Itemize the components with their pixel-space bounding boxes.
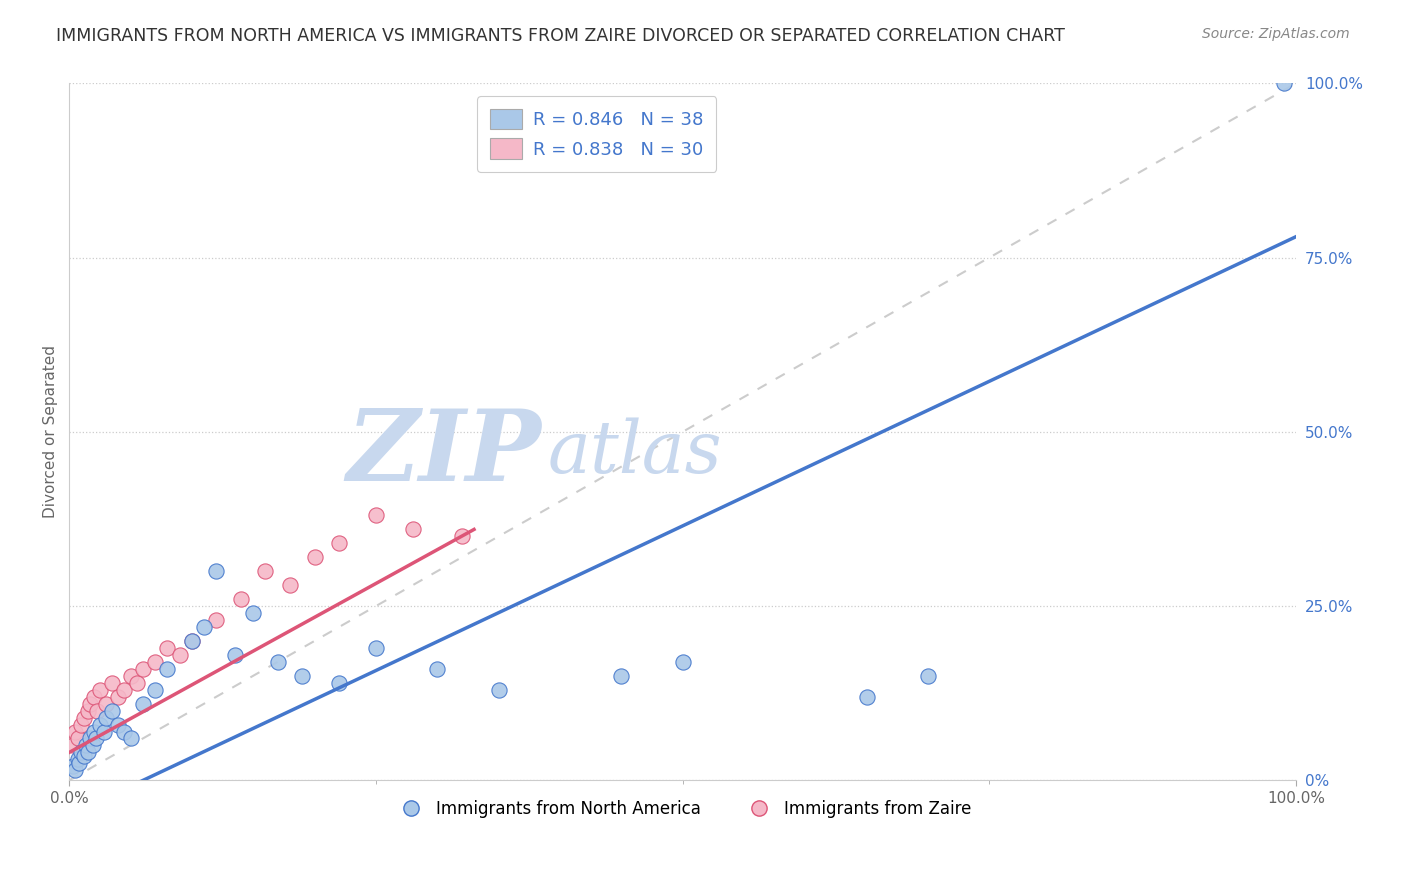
Point xyxy=(62,739,84,753)
Point xyxy=(143,682,166,697)
Point xyxy=(79,697,101,711)
Legend: Immigrants from North America, Immigrants from Zaire: Immigrants from North America, Immigrant… xyxy=(387,793,977,824)
Point xyxy=(671,655,693,669)
Point xyxy=(254,564,277,578)
Point xyxy=(125,675,148,690)
Point xyxy=(488,682,510,697)
Point xyxy=(79,731,101,746)
Point xyxy=(70,717,93,731)
Point xyxy=(84,731,107,746)
Point xyxy=(101,704,124,718)
Y-axis label: Divorced or Separated: Divorced or Separated xyxy=(44,345,58,518)
Point xyxy=(82,739,104,753)
Point xyxy=(156,640,179,655)
Point xyxy=(278,578,301,592)
Point xyxy=(450,529,472,543)
Point xyxy=(143,655,166,669)
Point xyxy=(65,763,87,777)
Point xyxy=(73,748,96,763)
Point xyxy=(229,592,252,607)
Text: IMMIGRANTS FROM NORTH AMERICA VS IMMIGRANTS FROM ZAIRE DIVORCED OR SEPARATED COR: IMMIGRANTS FROM NORTH AMERICA VS IMMIGRA… xyxy=(56,27,1066,45)
Point xyxy=(94,697,117,711)
Point xyxy=(76,746,98,760)
Point xyxy=(65,724,87,739)
Point xyxy=(67,756,90,770)
Point xyxy=(156,662,179,676)
Point xyxy=(1272,77,1295,91)
Point xyxy=(83,724,105,739)
Point xyxy=(66,731,89,746)
Point xyxy=(70,746,93,760)
Point xyxy=(224,648,246,662)
Point xyxy=(304,550,326,565)
Point xyxy=(205,613,228,627)
Point xyxy=(267,655,290,669)
Point xyxy=(120,731,142,746)
Point xyxy=(89,682,111,697)
Point xyxy=(328,675,350,690)
Point xyxy=(291,669,314,683)
Point xyxy=(75,739,97,753)
Point xyxy=(205,564,228,578)
Point xyxy=(73,710,96,724)
Point xyxy=(364,508,387,523)
Point xyxy=(364,640,387,655)
Point xyxy=(62,759,84,773)
Point xyxy=(66,752,89,766)
Point xyxy=(83,690,105,704)
Point xyxy=(193,620,215,634)
Point xyxy=(101,675,124,690)
Point xyxy=(112,682,135,697)
Point xyxy=(180,634,202,648)
Point xyxy=(107,690,129,704)
Point xyxy=(855,690,877,704)
Point xyxy=(107,717,129,731)
Text: Source: ZipAtlas.com: Source: ZipAtlas.com xyxy=(1202,27,1350,41)
Point xyxy=(86,704,108,718)
Point xyxy=(169,648,191,662)
Point xyxy=(132,697,155,711)
Point xyxy=(76,704,98,718)
Point xyxy=(112,724,135,739)
Text: atlas: atlas xyxy=(547,417,723,488)
Text: ZIP: ZIP xyxy=(346,405,541,501)
Point xyxy=(610,669,633,683)
Point xyxy=(180,634,202,648)
Point xyxy=(917,669,939,683)
Point xyxy=(132,662,155,676)
Point xyxy=(89,717,111,731)
Point xyxy=(328,536,350,550)
Point xyxy=(93,724,115,739)
Point xyxy=(426,662,449,676)
Point xyxy=(120,669,142,683)
Point xyxy=(94,710,117,724)
Point xyxy=(402,523,425,537)
Point xyxy=(242,606,264,620)
